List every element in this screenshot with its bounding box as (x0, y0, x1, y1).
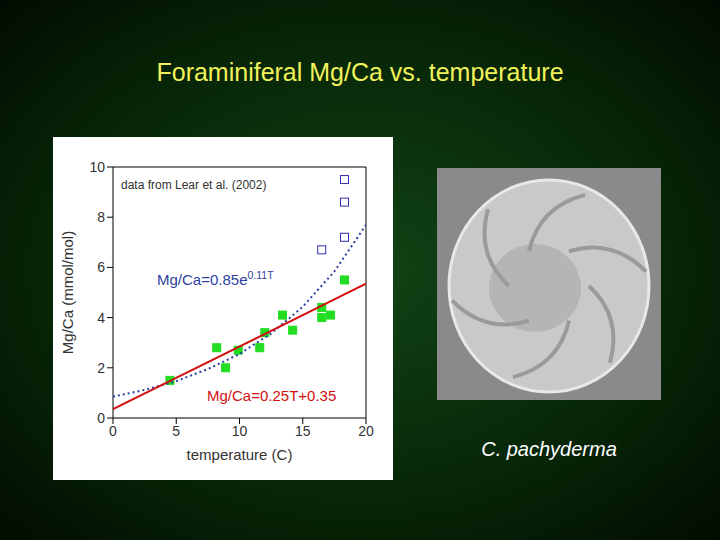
svg-text:15: 15 (295, 423, 311, 439)
svg-text:10: 10 (232, 423, 248, 439)
svg-text:0: 0 (109, 423, 117, 439)
svg-text:Mg/Ca (mmol/mol): Mg/Ca (mmol/mol) (59, 231, 76, 354)
html-text:data from Lear et al. (2002): data from Lear et al. (2002) (121, 178, 267, 192)
html-text:Mg/Ca=0.85e0.11T: Mg/Ca=0.85e0.11T (157, 269, 274, 288)
svg-text:2: 2 (97, 360, 105, 376)
svg-text:8: 8 (97, 209, 105, 225)
html-text:Foraminiferal Mg/Ca vs. temper: Foraminiferal Mg/Ca vs. temperature (156, 58, 564, 86)
svg-text:temperature (C): temperature (C) (187, 446, 293, 463)
svg-text:10: 10 (89, 159, 105, 175)
svg-text:6: 6 (97, 259, 105, 275)
html-text:Mg/Ca=0.25T+0.35: Mg/Ca=0.25T+0.35 (207, 387, 337, 404)
html-text:C. pachyderma: C. pachyderma (481, 438, 617, 460)
svg-text:0: 0 (97, 410, 105, 426)
svg-text:20: 20 (358, 423, 374, 439)
svg-text:5: 5 (172, 423, 180, 439)
svg-text:4: 4 (97, 310, 105, 326)
